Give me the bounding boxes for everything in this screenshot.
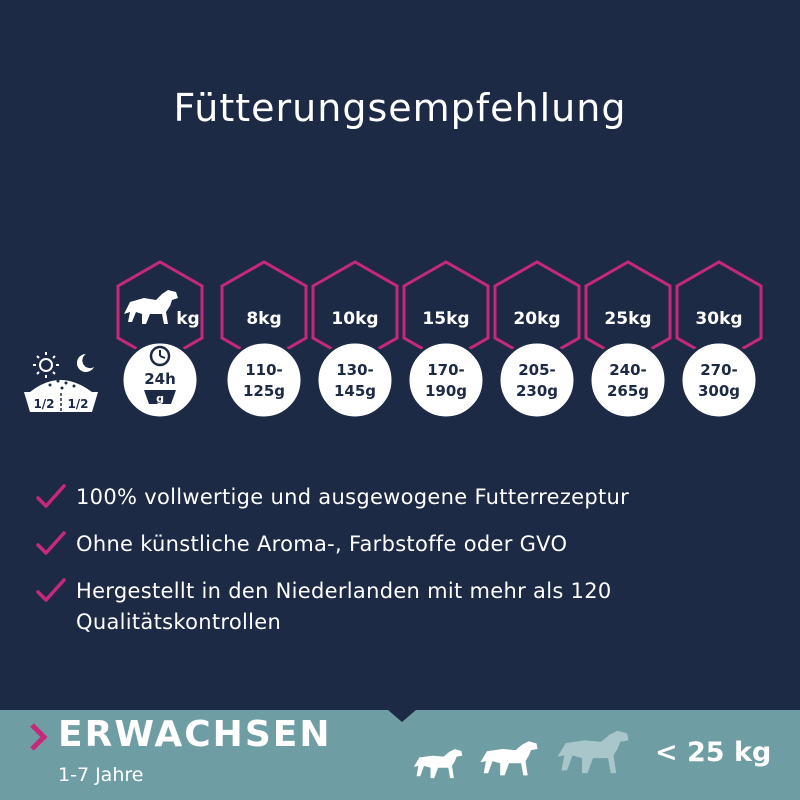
dog-icon-medium bbox=[480, 741, 538, 776]
chevron-right-icon bbox=[30, 723, 48, 751]
weight-hexagon bbox=[493, 260, 581, 364]
weight-column: 10kg 130- 145g bbox=[311, 260, 399, 420]
life-stage-title: ERWACHSEN bbox=[58, 714, 332, 755]
benefit-text: Ohne künstliche Aroma-, Farbstoffe oder … bbox=[76, 532, 568, 556]
amount-range-end: 265g bbox=[607, 382, 649, 400]
benefit-item: 100% vollwertige und ausgewogene Futterr… bbox=[36, 482, 796, 513]
daily-amount-circle bbox=[120, 340, 200, 420]
bowl-unit-label: g bbox=[156, 392, 164, 405]
weight-hexagon bbox=[584, 260, 672, 364]
header-hexagon bbox=[116, 260, 204, 364]
dog-icon-large bbox=[557, 730, 629, 774]
amount-range-start: 240- bbox=[609, 361, 647, 379]
check-icon bbox=[36, 484, 66, 508]
amount-range-end: 230g bbox=[516, 382, 558, 400]
weight-label: 25kg bbox=[604, 309, 651, 329]
bowl-icon bbox=[144, 390, 176, 404]
feeding-table: 1/2 1/2 kg 24h g 8kg 110- 125g 10kg 130-… bbox=[24, 260, 763, 420]
weight-column: 15kg 170- 190g bbox=[402, 260, 490, 420]
amount-circle bbox=[224, 340, 304, 420]
weight-hexagon bbox=[675, 260, 763, 364]
weight-label: 30kg bbox=[695, 309, 742, 329]
dog-icon-small bbox=[413, 749, 463, 779]
weight-label: 8kg bbox=[246, 309, 281, 329]
daily-label: 24h bbox=[144, 370, 176, 388]
clock-icon bbox=[149, 345, 171, 367]
benefit-text: Hergestellt in den Niederlanden mit mehr… bbox=[76, 579, 612, 634]
header-unit-label: kg bbox=[176, 309, 199, 329]
amount-circle bbox=[679, 340, 759, 420]
amount-range-end: 125g bbox=[243, 382, 285, 400]
amount-range-start: 110- bbox=[245, 361, 283, 379]
page-title: Fütterungsempfehlung bbox=[173, 86, 627, 130]
amount-range-start: 130- bbox=[336, 361, 374, 379]
dog-icon bbox=[124, 290, 178, 324]
dog-size-label: < 25 kg bbox=[655, 737, 772, 768]
food-bowl-icon bbox=[24, 379, 98, 412]
amount-range-end: 300g bbox=[698, 382, 740, 400]
check-icon bbox=[36, 531, 66, 555]
amount-range-start: 270- bbox=[700, 361, 738, 379]
day-portion-label: 1/2 bbox=[33, 397, 54, 411]
amount-circle bbox=[497, 340, 577, 420]
amount-circle bbox=[315, 340, 395, 420]
benefit-text: 100% vollwertige und ausgewogene Futterr… bbox=[76, 485, 630, 509]
weight-label: 10kg bbox=[331, 309, 378, 329]
amount-range-start: 170- bbox=[427, 361, 465, 379]
amount-circle bbox=[406, 340, 486, 420]
benefit-item: Ohne künstliche Aroma-, Farbstoffe oder … bbox=[36, 529, 796, 560]
life-stage-age: 1-7 Jahre bbox=[58, 764, 144, 786]
weight-hexagon bbox=[220, 260, 308, 364]
weight-column: 25kg 240- 265g bbox=[584, 260, 672, 420]
check-icon bbox=[36, 578, 66, 602]
amount-circle bbox=[588, 340, 668, 420]
life-stage-band bbox=[0, 710, 800, 800]
amount-range-end: 190g bbox=[425, 382, 467, 400]
band-notch bbox=[388, 710, 416, 722]
amount-range-start: 205- bbox=[518, 361, 556, 379]
benefits-list: 100% vollwertige und ausgewogene Futterr… bbox=[36, 482, 796, 654]
weight-column: 20kg 205- 230g bbox=[493, 260, 581, 420]
weight-label: 20kg bbox=[513, 309, 560, 329]
night-portion-label: 1/2 bbox=[67, 397, 88, 411]
weight-hexagon bbox=[402, 260, 490, 364]
benefit-item: Hergestellt in den Niederlanden mit mehr… bbox=[36, 576, 796, 638]
weight-label: 15kg bbox=[422, 309, 469, 329]
weight-hexagon bbox=[311, 260, 399, 364]
weight-column: 30kg 270- 300g bbox=[675, 260, 763, 420]
moon-icon bbox=[76, 353, 94, 372]
day-night-split-icon: 1/2 1/2 bbox=[24, 352, 98, 412]
weight-column: 8kg 110- 125g bbox=[220, 260, 308, 420]
sun-icon bbox=[33, 352, 59, 378]
amount-range-end: 145g bbox=[334, 382, 376, 400]
